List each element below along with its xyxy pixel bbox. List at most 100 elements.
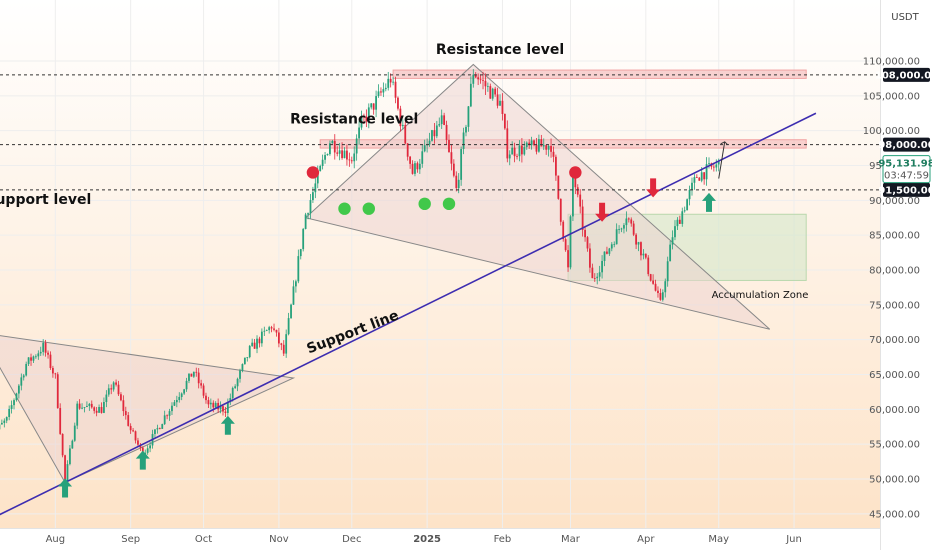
candle-body <box>246 357 249 358</box>
triangle-winter <box>304 63 771 330</box>
candle-body <box>370 103 373 108</box>
candle-body <box>363 116 365 118</box>
support-line-group <box>0 112 817 516</box>
candle-body <box>95 410 98 413</box>
candle-body <box>637 242 640 245</box>
candle-body <box>472 74 475 84</box>
candle-body <box>188 373 190 381</box>
candle-body <box>59 408 62 434</box>
candle-body <box>183 389 186 394</box>
y-tick-label: 65,000.00 <box>869 370 920 381</box>
candle-body <box>268 327 271 331</box>
candle-body <box>71 440 74 449</box>
candle-body <box>112 382 115 390</box>
y-tick-label: 100,000.00 <box>863 126 920 137</box>
candle-body <box>195 371 198 373</box>
candle-body <box>593 278 596 279</box>
candle-body <box>443 115 446 125</box>
candle-body <box>474 74 477 78</box>
candle-body <box>482 79 484 81</box>
candle-body <box>304 214 307 229</box>
candle-body <box>712 166 715 168</box>
candle-body <box>525 142 528 148</box>
candle-body <box>297 256 300 282</box>
candle-body <box>494 88 497 95</box>
candle-body <box>93 407 96 411</box>
candle-body <box>584 229 586 238</box>
red-dot-marker <box>569 166 582 179</box>
time-axis: Aug Sep Oct Nov Dec 2025 Feb Mar Apr May Jun <box>46 534 802 545</box>
candle-body <box>538 139 540 152</box>
candle-body <box>316 171 319 184</box>
candle-body <box>715 164 718 168</box>
candle-body <box>589 248 591 268</box>
candle-body <box>324 155 326 160</box>
candle-body <box>640 242 642 256</box>
candle-body <box>440 115 443 125</box>
candle-body <box>678 219 681 224</box>
candle-body <box>265 330 268 331</box>
candle-body <box>683 210 686 212</box>
markers <box>58 141 729 498</box>
support-label: Support level <box>0 192 91 208</box>
candle-body <box>387 78 390 88</box>
level-price-tag-text: 108,000.00 <box>875 70 932 81</box>
candle-body <box>192 371 195 377</box>
candle-body <box>161 424 164 429</box>
candle-body <box>231 387 234 399</box>
candle-body <box>535 144 538 152</box>
candle-body <box>615 229 618 245</box>
candle-body <box>173 402 176 406</box>
candle-body <box>409 156 412 164</box>
candle-body <box>260 331 263 344</box>
candle-body <box>647 257 650 275</box>
candle-body <box>34 356 37 358</box>
y-tick-label: 110,000.00 <box>863 57 920 68</box>
candle-body <box>47 352 49 355</box>
candle-body <box>499 100 501 106</box>
candle-body <box>212 402 215 408</box>
candle-body <box>591 267 594 279</box>
candle-body <box>358 127 360 139</box>
candle-body <box>375 96 377 110</box>
candle-body <box>256 338 258 349</box>
candle-body <box>355 138 358 154</box>
candle-body <box>579 194 582 207</box>
x-tick-label: Nov <box>269 534 289 545</box>
time-axis-background <box>0 528 880 550</box>
candle-body <box>477 77 480 80</box>
resistance-label-top: Resistance level <box>436 42 564 58</box>
candle-body <box>202 385 205 396</box>
candle-body <box>241 364 244 371</box>
candle-body <box>343 150 346 159</box>
candle-body <box>654 283 657 291</box>
candle-body <box>691 182 693 190</box>
candle-body <box>452 163 455 176</box>
candle-body <box>448 139 450 153</box>
triangles <box>0 63 771 484</box>
currency-label: USDT <box>891 12 919 23</box>
candle-body <box>666 261 669 282</box>
candle-body <box>299 249 302 257</box>
candle-body <box>197 372 200 384</box>
candle-body <box>606 251 608 254</box>
candle-body <box>280 343 283 345</box>
candle-body <box>333 140 336 153</box>
candle-body <box>698 177 701 181</box>
candle-body <box>382 89 385 93</box>
candle-body <box>32 356 35 361</box>
y-tick-label: 80,000.00 <box>869 266 920 277</box>
candle-body <box>319 166 322 172</box>
candle-body <box>329 143 331 155</box>
candle-body <box>42 342 45 352</box>
candle-body <box>406 143 409 157</box>
candle-body <box>205 395 207 401</box>
resistance-label-mid: Resistance level <box>290 112 418 128</box>
candle-body <box>479 79 482 81</box>
x-tick-label: Oct <box>195 534 212 545</box>
candle-body <box>117 384 120 395</box>
green-dot-marker <box>338 202 351 215</box>
candle-body <box>377 91 380 97</box>
candle-body <box>88 403 91 406</box>
